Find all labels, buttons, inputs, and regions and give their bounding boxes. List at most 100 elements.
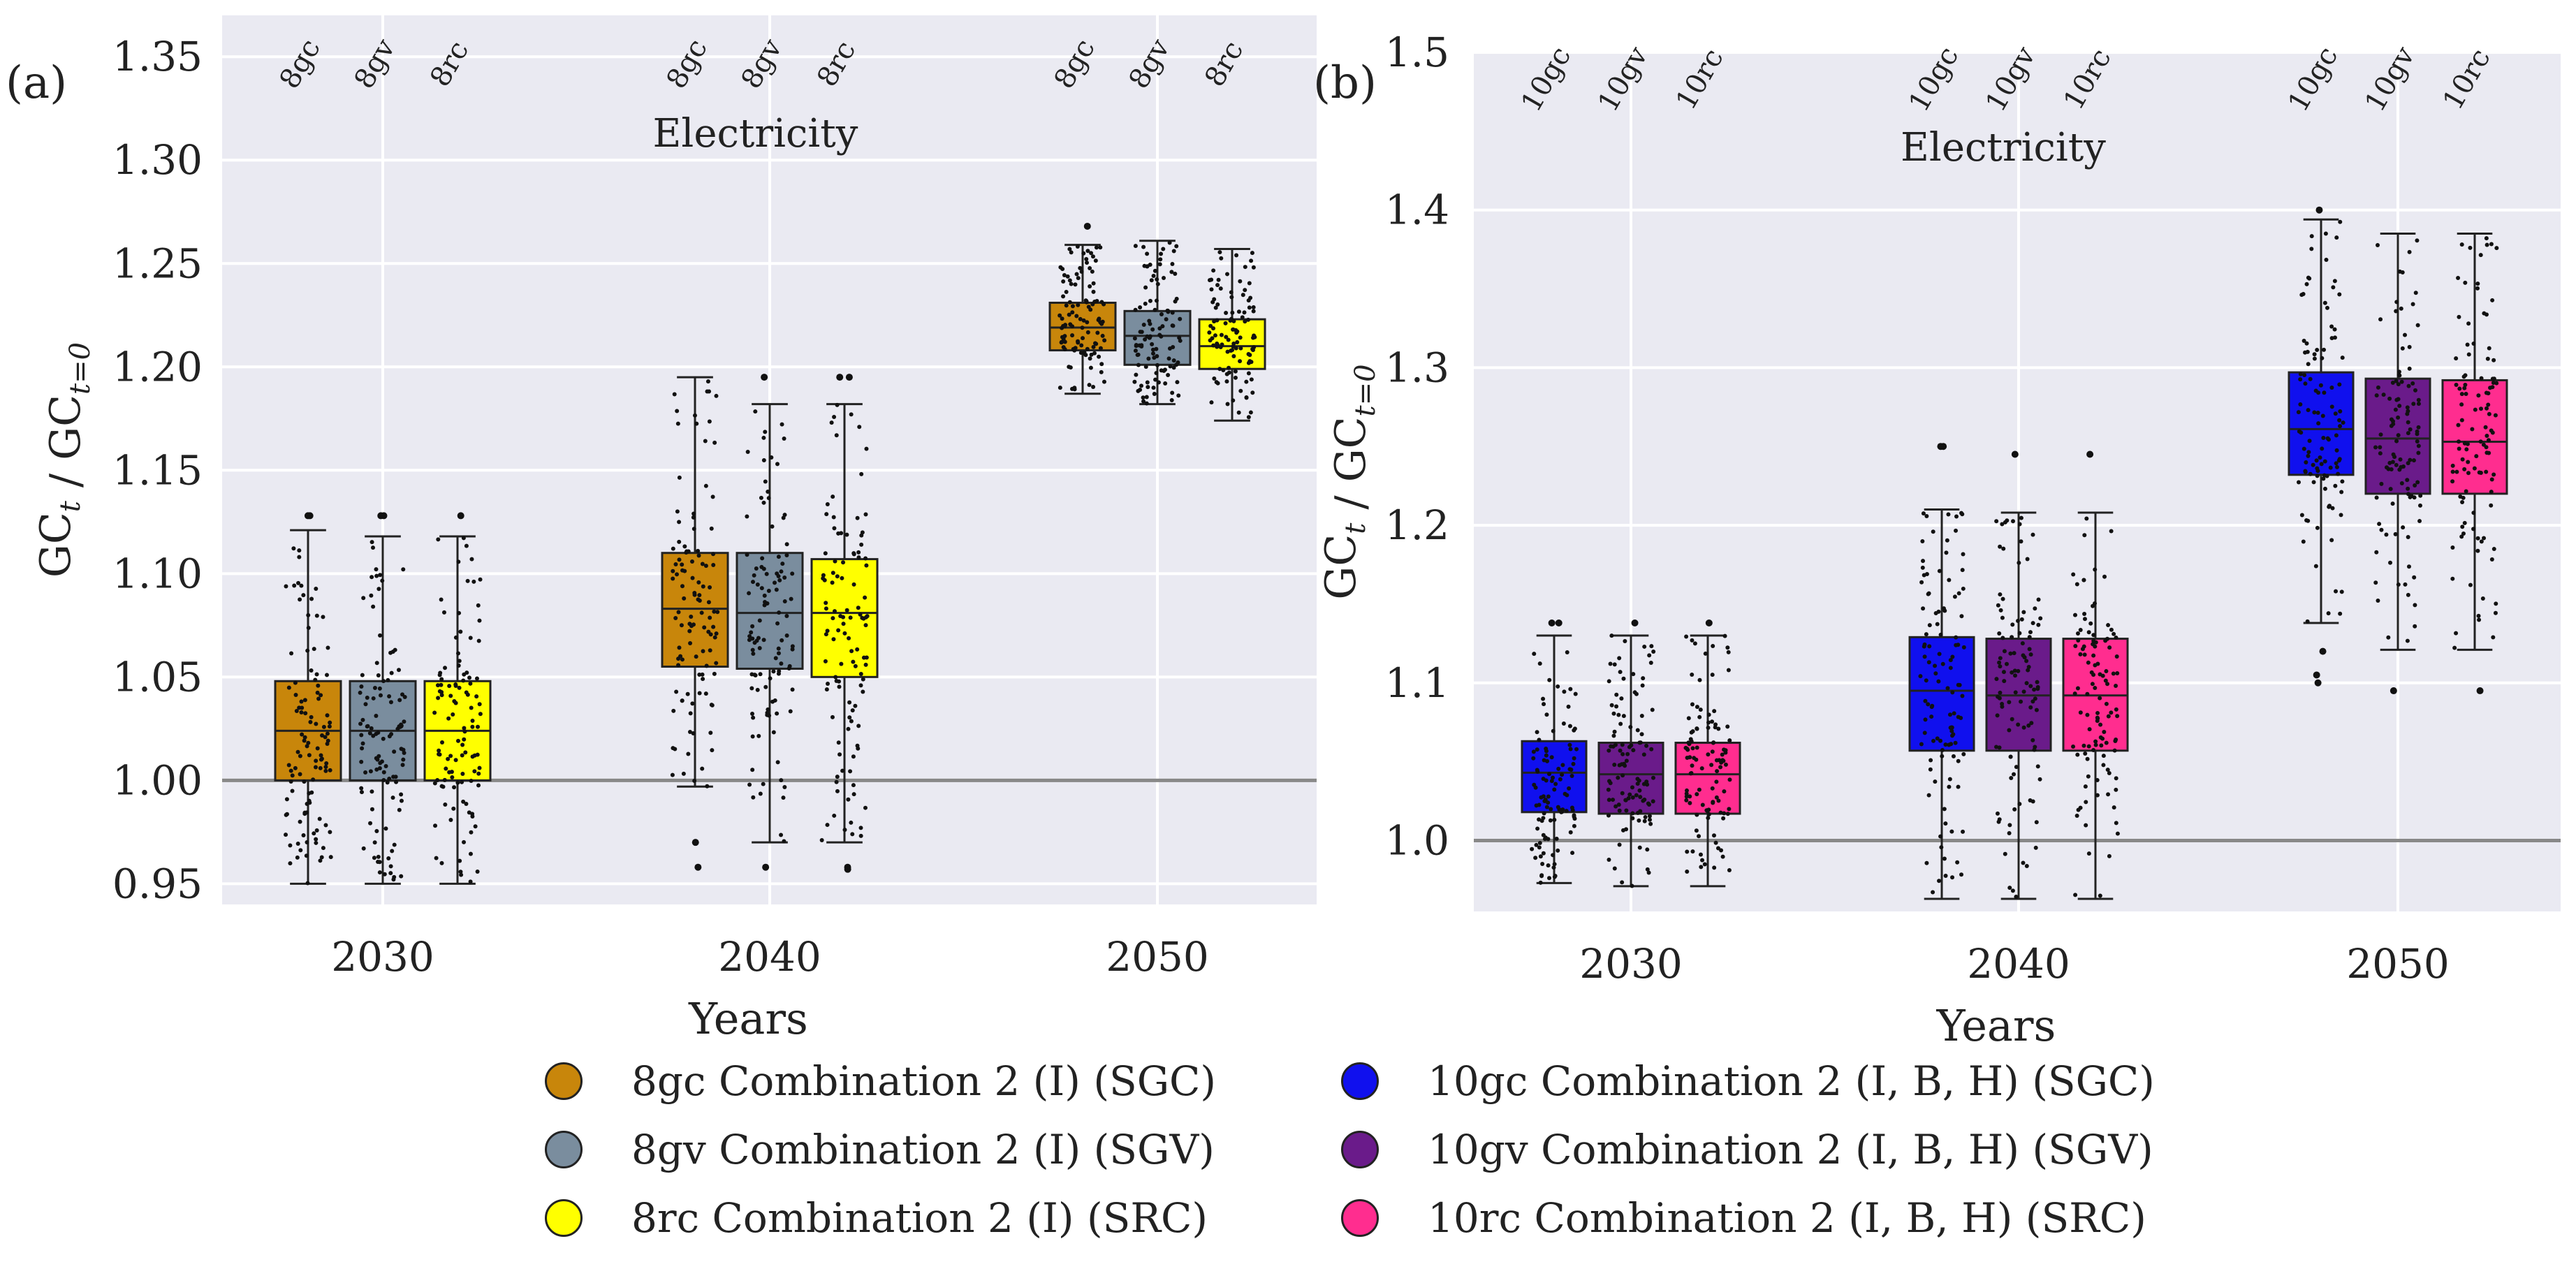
sample-point [2026,723,2031,728]
sample-point [2471,511,2476,515]
sample-point [2107,853,2112,858]
sample-point [2338,424,2343,429]
sample-point [437,689,442,694]
sample-point [1166,372,1171,377]
sample-point [2494,381,2499,386]
sample-point [1718,810,1723,815]
sample-point [1640,683,1645,688]
sample-point [2008,651,2013,656]
sample-point [1553,874,1558,879]
sample-point [1998,544,2003,549]
sample-point [1211,268,1216,273]
sample-point [1133,349,1138,353]
sample-point [2084,800,2088,805]
sample-point [1537,802,1542,807]
sample-point [1064,290,1069,295]
chart-title: Electricity [653,111,858,156]
sample-point [1231,327,1236,332]
sample-point [837,752,842,757]
sample-point [750,636,755,641]
sample-point [750,624,755,629]
sample-point [443,802,448,807]
sample-point [2028,652,2033,657]
sample-point [2416,397,2421,402]
sample-point [1940,754,1945,758]
sample-point [703,439,708,443]
sample-point [2025,557,2030,562]
sample-point [441,610,446,615]
sample-point [770,699,775,704]
sample-point [448,754,453,758]
sample-point [2406,420,2410,425]
sample-point [360,741,365,746]
sample-point [2406,383,2411,388]
sample-point [359,759,364,764]
sample-point [789,596,793,601]
sample-point [2466,352,2471,357]
sample-point [1226,337,1231,342]
sample-point [2379,527,2384,532]
sample-point [1950,690,1955,695]
sample-point [1246,317,1251,322]
sample-point [1250,346,1255,351]
sample-point [1162,275,1166,280]
sample-point [1954,635,1959,640]
sample-point [1703,651,1708,656]
sample-point [1950,654,1955,659]
sample-point [297,548,302,553]
sample-point [456,559,461,564]
sample-point [314,840,319,845]
sample-point [787,663,792,668]
y-tick-label: 1.30 [112,136,203,184]
sample-point [1725,812,1730,816]
sample-point [673,562,678,567]
sample-point [309,668,314,673]
sample-point [297,705,302,710]
sample-point [390,795,395,800]
sample-point [758,672,763,677]
sample-point [1532,652,1537,656]
sample-point [302,698,307,703]
sample-point [2484,236,2489,241]
sample-point [1078,351,1083,355]
sample-point [2401,525,2406,530]
sample-point [469,778,474,783]
sample-point [1564,809,1569,814]
sample-point [462,726,467,731]
sample-point [2478,406,2483,411]
sample-point [1955,860,1960,865]
sample-point [469,557,474,562]
sample-point [1081,336,1085,341]
sample-point [824,687,829,692]
sample-point [1931,529,1935,534]
sample-point [2095,716,2100,721]
sample-point [1649,747,1654,751]
sample-point [2102,574,2107,579]
sample-point [1090,269,1095,274]
flier-point [1083,222,1091,230]
sample-point [2085,691,2090,696]
sample-point [790,571,795,576]
sample-point [1541,851,1546,856]
sample-point [1225,402,1230,406]
y-tick-label: 1.4 [1385,186,1449,234]
sample-point [284,812,289,816]
sample-point [1956,758,1961,763]
sample-point [1145,251,1150,256]
sample-point [691,731,696,736]
sample-point [2332,327,2337,332]
sample-point [1133,307,1138,312]
sample-point [2001,670,2006,675]
sample-point [2486,438,2491,443]
sample-point [1608,661,1613,666]
sample-point [1940,747,1945,752]
sample-point [1695,745,1699,750]
sample-point [284,832,288,837]
sample-point [850,832,855,837]
sample-point [1150,327,1155,332]
sample-point [305,744,309,749]
sample-point [2012,807,2017,812]
sample-point [2316,390,2321,395]
sample-point [1556,848,1560,853]
sample-point [468,636,473,640]
